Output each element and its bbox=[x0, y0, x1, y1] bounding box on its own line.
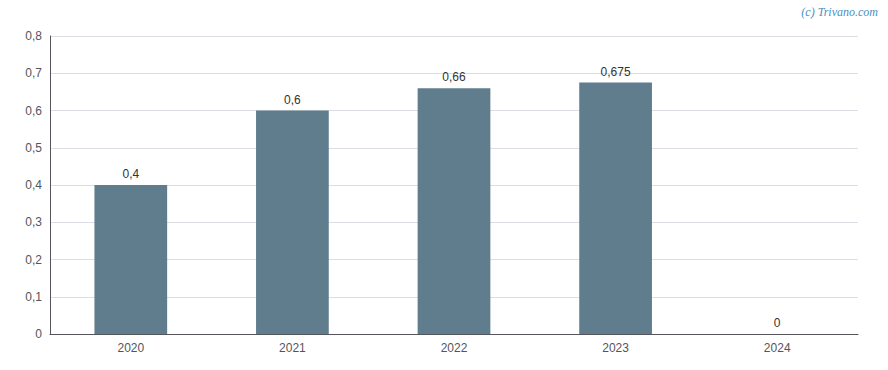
svg-text:0,3: 0,3 bbox=[25, 215, 42, 229]
svg-text:0,6: 0,6 bbox=[284, 93, 301, 107]
svg-text:0: 0 bbox=[35, 327, 42, 341]
svg-text:0,5: 0,5 bbox=[25, 141, 42, 155]
svg-text:2024: 2024 bbox=[764, 341, 791, 355]
svg-text:2022: 2022 bbox=[441, 341, 468, 355]
svg-text:2020: 2020 bbox=[117, 341, 144, 355]
svg-text:0,7: 0,7 bbox=[25, 66, 42, 80]
svg-text:0,8: 0,8 bbox=[25, 29, 42, 43]
svg-text:0,4: 0,4 bbox=[25, 178, 42, 192]
svg-text:(c) Trivano.com: (c) Trivano.com bbox=[801, 5, 878, 19]
svg-text:0,675: 0,675 bbox=[601, 65, 631, 79]
svg-text:2021: 2021 bbox=[279, 341, 306, 355]
svg-text:0,66: 0,66 bbox=[442, 70, 466, 84]
svg-text:0,6: 0,6 bbox=[25, 104, 42, 118]
svg-text:0,2: 0,2 bbox=[25, 253, 42, 267]
svg-text:2023: 2023 bbox=[602, 341, 629, 355]
svg-text:0: 0 bbox=[774, 316, 781, 330]
svg-text:0,1: 0,1 bbox=[25, 290, 42, 304]
svg-text:0,4: 0,4 bbox=[122, 167, 139, 181]
